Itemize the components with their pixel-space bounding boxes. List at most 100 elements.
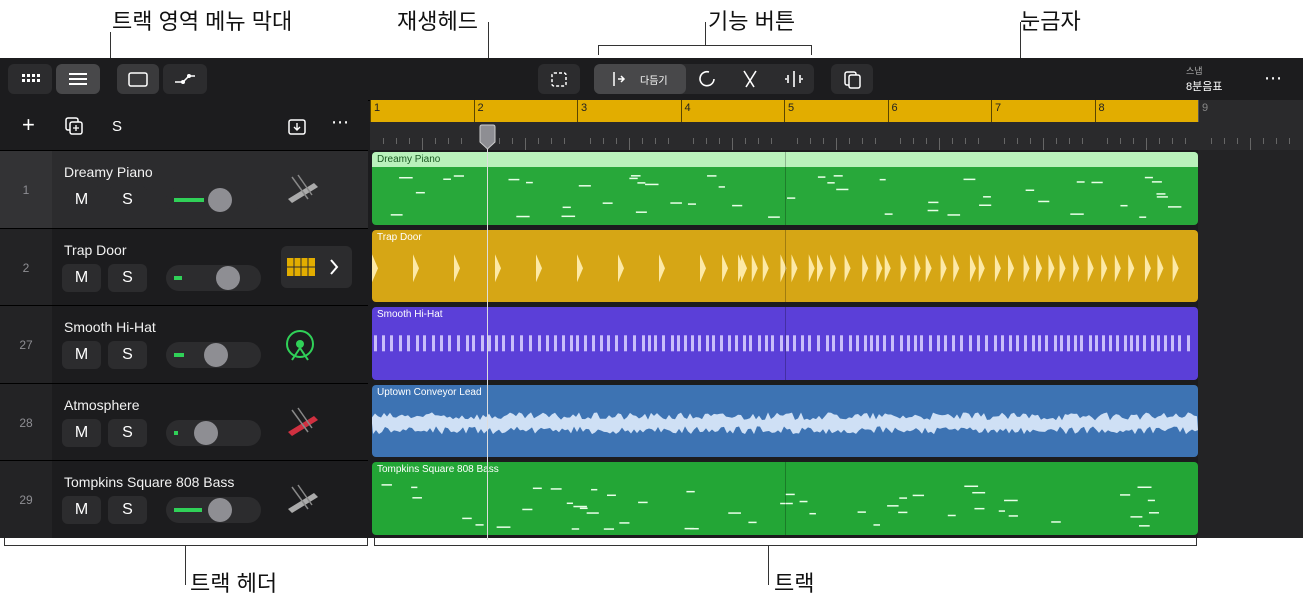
region[interactable]: Smooth Hi-Hat	[372, 307, 1198, 380]
tick	[719, 138, 721, 144]
track-name: Dreamy Piano	[64, 164, 153, 180]
callout-bracket	[374, 545, 1197, 546]
import-button[interactable]	[287, 118, 307, 136]
tracks-view-button[interactable]	[56, 64, 100, 94]
duplicate-button[interactable]	[64, 116, 84, 136]
mute-button[interactable]: M	[62, 496, 101, 525]
region-content	[381, 484, 1159, 531]
region-content	[374, 335, 1190, 352]
tick	[1003, 138, 1005, 144]
bar-line	[991, 100, 992, 122]
volume-knob	[208, 498, 232, 523]
more-button[interactable]: ⋯	[331, 112, 349, 132]
playhead[interactable]	[487, 128, 488, 540]
region[interactable]: Dreamy Piano	[372, 152, 1198, 225]
tick	[913, 138, 915, 144]
solo-button[interactable]: S	[108, 418, 147, 447]
region-split	[785, 307, 786, 380]
ruler: 1 2 3 4 5 6 7 8 9	[370, 100, 1303, 150]
volume-slider[interactable]	[166, 419, 261, 446]
track-number: 27	[19, 338, 33, 353]
snap-value[interactable]: 8분음표	[1186, 81, 1223, 93]
tick	[1210, 138, 1212, 144]
ruler-number: 1	[374, 102, 381, 114]
tick	[408, 138, 410, 144]
bar-line	[784, 100, 785, 122]
track-name: Atmosphere	[64, 396, 140, 413]
volume-slider[interactable]	[166, 497, 261, 524]
menu-bar: 다듬기 스냅 8분음표 ⋯	[0, 58, 1303, 101]
region-split	[785, 462, 786, 535]
add-track-button[interactable]: +	[22, 112, 35, 137]
tick	[809, 138, 811, 144]
solo-button[interactable]: S	[108, 186, 147, 214]
callout-bracket	[598, 45, 599, 55]
track-header[interactable]: 29 Tompkins Square 808 Bass M S	[0, 460, 368, 538]
tick	[861, 138, 863, 144]
playhead-handle[interactable]	[479, 124, 496, 150]
track-header[interactable]: 1 Dreamy Piano M S	[0, 150, 368, 228]
volume-slider[interactable]	[166, 264, 261, 291]
select-button[interactable]	[538, 64, 580, 94]
mute-button[interactable]: M	[62, 418, 101, 447]
tick	[654, 138, 656, 144]
region-name: Tompkins Square 808 Bass	[377, 464, 499, 476]
track-header[interactable]: 28 Atmosphere M S	[0, 382, 368, 461]
callout-line	[110, 32, 111, 62]
solo-button[interactable]: S	[108, 263, 147, 292]
tick	[1029, 138, 1031, 144]
volume-slider[interactable]	[166, 342, 261, 369]
ruler-number: 3	[581, 102, 588, 114]
instrument-button[interactable]	[281, 245, 352, 288]
volume-knob	[194, 420, 218, 445]
trim-button[interactable]	[594, 64, 686, 94]
mute-button[interactable]: M	[62, 263, 101, 292]
mute-button[interactable]: M	[62, 341, 101, 370]
ruler-number: 6	[891, 102, 898, 114]
function-buttons: 다듬기	[594, 64, 814, 94]
callout-line	[185, 545, 186, 585]
volume-knob	[208, 188, 232, 212]
solo-button[interactable]: S	[108, 496, 147, 525]
tick	[434, 138, 436, 144]
copy-button[interactable]	[831, 64, 873, 94]
callout-bracket	[367, 538, 368, 546]
region[interactable]: Uptown Conveyor Lead	[372, 384, 1198, 458]
track-number: 29	[19, 493, 33, 508]
instrument-icon	[284, 479, 320, 519]
track-header[interactable]: 27 Smooth Hi-Hat M S	[0, 305, 368, 383]
track-header[interactable]: 2 Trap Door M S	[0, 227, 368, 306]
grid-button[interactable]	[8, 64, 52, 94]
region[interactable]: Trap Door	[372, 229, 1198, 303]
tick	[848, 138, 850, 144]
more-button[interactable]: ⋯	[1264, 68, 1282, 88]
region-content	[372, 253, 1179, 282]
tick	[835, 138, 837, 150]
tick	[1068, 138, 1070, 144]
track-number: 1	[22, 183, 30, 197]
ruler-number: 5	[788, 102, 795, 114]
tick	[874, 138, 876, 144]
solo-button[interactable]: S	[108, 341, 147, 370]
tick	[564, 138, 566, 144]
solo-all-button[interactable]: S	[112, 118, 123, 135]
track-number: 2	[22, 260, 30, 275]
callout-bracket	[811, 45, 812, 55]
automation-button[interactable]	[163, 64, 207, 94]
tick	[745, 138, 747, 144]
ruler-number: 2	[477, 102, 484, 114]
tick	[525, 138, 527, 150]
region[interactable]: Tompkins Square 808 Bass	[372, 462, 1198, 535]
mute-button[interactable]: M	[62, 186, 101, 214]
tick	[667, 138, 669, 144]
tick	[978, 138, 980, 144]
tick	[758, 138, 760, 144]
inspector-button[interactable]	[117, 64, 159, 94]
region-content	[372, 412, 1198, 435]
bar-line	[680, 100, 682, 122]
tick	[1185, 138, 1187, 144]
volume-slider[interactable]	[166, 187, 261, 213]
track-number-cell	[0, 383, 52, 461]
level-meter	[174, 198, 204, 202]
annotation: 트랙 헤더	[190, 571, 278, 596]
